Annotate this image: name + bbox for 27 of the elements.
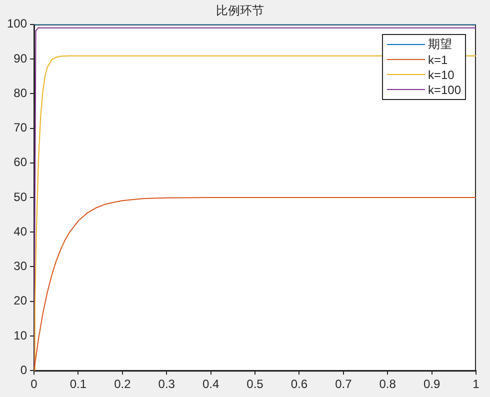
x-tick-label: 0.7	[335, 377, 352, 392]
y-tick-label: 10	[14, 328, 28, 342]
x-tick-label: 0.2	[114, 377, 132, 392]
y-tick-label: 50	[14, 190, 28, 204]
legend-label: 期望	[428, 36, 452, 54]
y-tick-label: 20	[14, 294, 28, 308]
y-tick-label: 40	[14, 224, 28, 238]
x-tick-label: 0	[30, 377, 38, 392]
x-tick-label: 0.1	[70, 377, 87, 392]
y-tick-label: 90	[14, 51, 28, 66]
x-tick-label: 1	[472, 377, 480, 392]
y-tick-label: 70	[14, 120, 28, 135]
x-tick-label: 0.4	[202, 377, 220, 392]
x-tick-label: 0.8	[379, 377, 396, 392]
legend-label: k=10	[428, 68, 454, 82]
x-tick-label: 0.9	[423, 377, 440, 392]
chart-title: 比例环节	[216, 3, 264, 18]
x-tick-label: 0.6	[290, 377, 308, 392]
y-tick-label: 30	[14, 259, 28, 274]
y-tick-label: 60	[14, 155, 28, 170]
y-tick-label: 0	[20, 362, 28, 377]
legend-label: k=1	[428, 52, 448, 67]
y-tick-label: 100	[6, 16, 28, 31]
legend-label: k=100	[428, 82, 462, 97]
y-tick-label: 80	[14, 86, 28, 100]
x-tick-label: 0.3	[158, 377, 176, 392]
x-tick-label: 0.5	[246, 377, 264, 392]
